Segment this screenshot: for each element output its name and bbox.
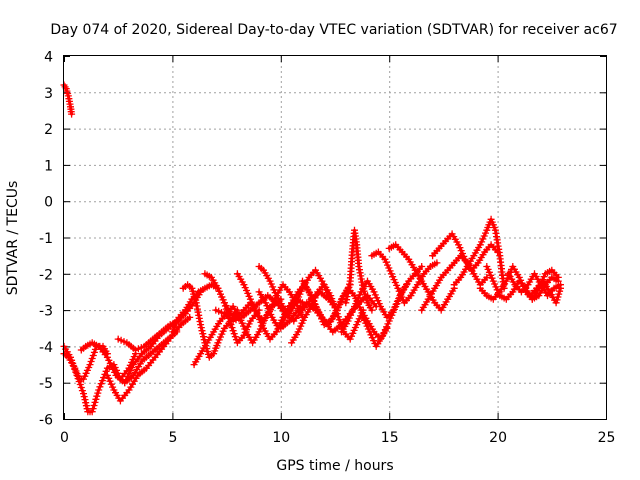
y-tick-label: -3 [39,304,53,320]
plus-markers [103,313,194,405]
data-series-t1 [60,81,76,118]
y-tick-label: 1 [44,158,53,174]
data-series-t7 [114,317,183,354]
x-tick-label: 20 [489,430,507,446]
data-series-t30 [526,277,564,307]
y-tick-label: -1 [39,231,53,247]
plus-markers [504,270,564,300]
data-series-t21 [359,263,426,350]
y-tick-label: 0 [44,195,53,211]
x-tick-label: 25 [598,430,616,446]
plus-markers [359,263,426,350]
plus-markers [450,215,508,292]
data-layer [60,81,564,416]
x-axis-label: GPS time / hours [276,458,393,474]
data-series-t29 [504,270,564,300]
y-tick-label: 3 [44,86,53,102]
plot-frame [63,55,607,420]
chart-title: Day 074 of 2020, Sidereal Day-to-day VTE… [50,22,617,38]
data-series-t6 [121,288,205,387]
data-series-t17 [288,281,367,347]
y-tick-label: -2 [39,267,53,283]
y-tick-label: -5 [39,376,53,392]
data-series-t5 [103,313,194,405]
plus-markers [385,241,458,314]
plus-markers [526,277,564,307]
grid-layer [64,56,606,419]
data-series-t9 [179,281,241,361]
y-tick-label: 4 [44,50,53,66]
y-tick-label: 2 [44,122,53,138]
plus-markers [179,281,241,361]
data-series-t22 [368,248,441,307]
plus-markers [121,288,205,387]
data-series-t19 [342,226,376,314]
data-series-t23 [385,241,458,314]
x-tick-label: 5 [168,430,177,446]
data-series-t15 [255,263,339,318]
x-tick-label: 10 [272,430,290,446]
y-axis-label: SDTVAR / TECUs [5,181,21,296]
y-tick-label: -6 [39,413,53,429]
x-tick-label: 0 [60,430,69,446]
x-tick-label: 15 [381,430,399,446]
data-series-t26 [450,215,508,292]
y-tick-label: -4 [39,340,53,356]
plus-markers [342,226,376,314]
plus-markers [288,281,367,347]
